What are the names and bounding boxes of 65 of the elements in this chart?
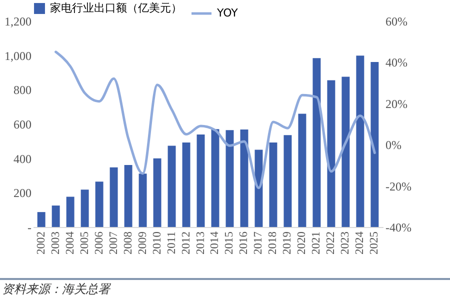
- bar: [327, 80, 336, 227]
- bar: [110, 167, 118, 227]
- x-tick-label: 2009: [136, 231, 149, 254]
- bar: [298, 114, 306, 227]
- x-tick-label: 2004: [64, 231, 76, 254]
- x-tick-label: 2013: [194, 231, 207, 254]
- x-tick-label: 2007: [108, 231, 120, 254]
- bar: [95, 182, 104, 227]
- bar: [52, 206, 60, 227]
- x-tick-label: 2017: [252, 231, 265, 254]
- bar: [356, 56, 364, 227]
- legend-label: YOY: [216, 6, 238, 20]
- x-tick-label: 2016: [238, 231, 250, 254]
- y-tick-label: 600: [14, 118, 32, 132]
- bar: [124, 165, 132, 227]
- y-tick-label: 1,200: [4, 14, 32, 28]
- bar: [226, 130, 234, 227]
- bar: [312, 58, 321, 227]
- x-tick-label: 2014: [209, 231, 222, 254]
- x-tick-label: 2008: [122, 231, 134, 254]
- x-tick-label: 2005: [78, 231, 91, 254]
- bar: [370, 62, 379, 227]
- x-tick-label: 2018: [267, 231, 280, 254]
- bar: [211, 129, 220, 227]
- x-tick-label: 2024: [354, 231, 366, 254]
- y-tick-label: 400: [14, 152, 32, 166]
- x-tick-label: 2002: [35, 231, 48, 254]
- y2-tick-label: 20%: [386, 96, 408, 111]
- bar: [284, 135, 292, 227]
- x-tick-label: 2011: [166, 231, 178, 254]
- x-tick-label: 2006: [93, 231, 106, 254]
- bar: [153, 158, 162, 227]
- legend-label: 家电行业出口额（亿美元）: [50, 2, 182, 14]
- x-tick-label: 2020: [296, 231, 308, 254]
- bar: [138, 174, 147, 227]
- bar: [254, 150, 263, 227]
- y2-tick-label: 60%: [386, 14, 408, 28]
- text: 资料来源：海关总署: [2, 281, 110, 298]
- bar: [182, 142, 190, 227]
- y-tick-label: -: [28, 220, 32, 234]
- x-tick-label: 2003: [50, 231, 62, 254]
- x-tick-label: 2022: [325, 231, 338, 254]
- x-tick-label: 2025: [368, 231, 381, 254]
- x-tick-label: 2021: [310, 231, 323, 254]
- bar: [80, 190, 89, 227]
- x-tick-label: 2012: [180, 231, 192, 254]
- x-tick-label: 2023: [340, 231, 352, 254]
- y2-tick-label: 0%: [386, 138, 402, 152]
- y-tick-label: 200: [14, 186, 32, 200]
- y2-tick-label: -40%: [386, 220, 412, 234]
- y2-tick-label: -20%: [386, 179, 412, 194]
- y2-tick-label: 40%: [386, 56, 408, 70]
- bar: [240, 129, 248, 227]
- x-tick-label: 2019: [282, 231, 294, 254]
- y-tick-label: 1,000: [4, 48, 32, 63]
- bar: [269, 142, 278, 227]
- bar: [66, 196, 74, 227]
- x-tick-label: 2010: [151, 231, 164, 254]
- line-series: [54, 50, 376, 190]
- bar: [37, 212, 46, 227]
- y-tick-label: 800: [14, 83, 32, 98]
- x-tick-label: 2015: [224, 231, 236, 254]
- bar: [196, 134, 205, 227]
- bar: [342, 76, 350, 227]
- bar: [168, 146, 176, 227]
